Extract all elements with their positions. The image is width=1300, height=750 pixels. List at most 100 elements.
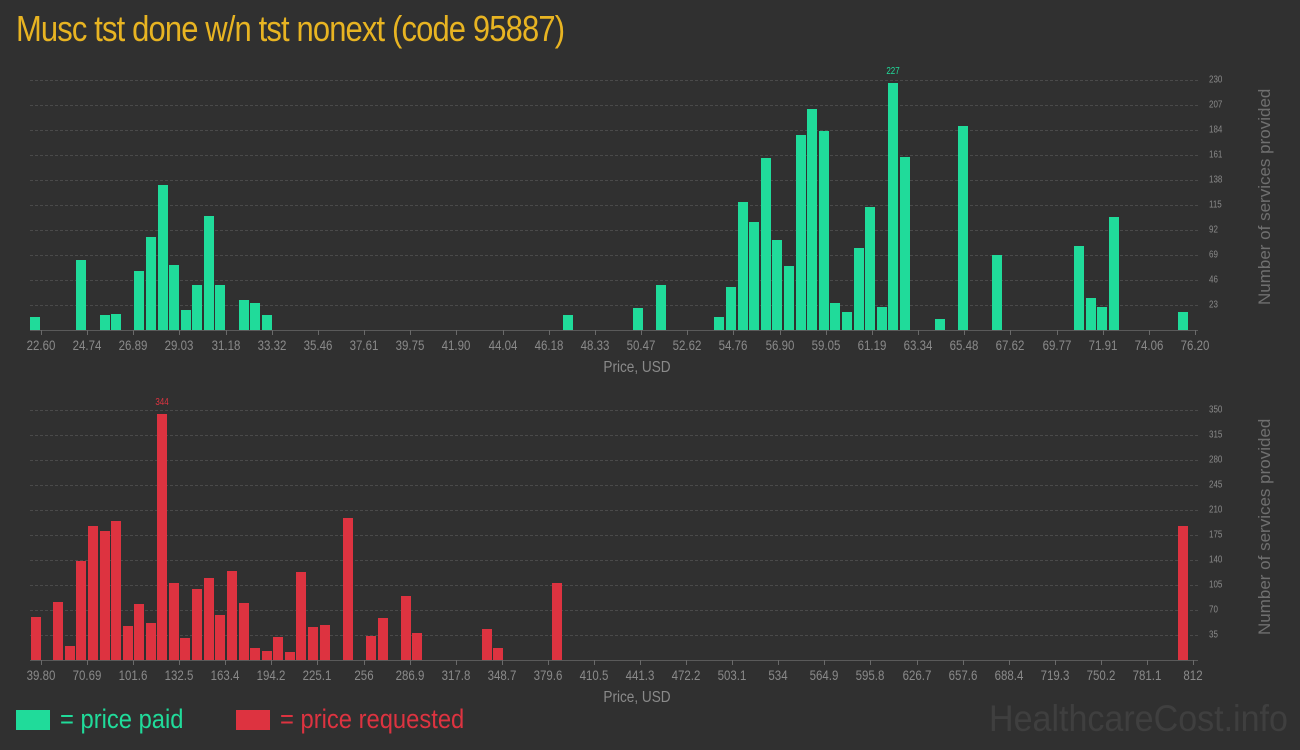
- x-tick-mark: [1148, 330, 1150, 335]
- x-tick-label: 781.1: [1132, 667, 1162, 683]
- gridline: [30, 205, 1198, 206]
- gridline: [30, 510, 1198, 511]
- legend-requested-label: = price requested: [280, 704, 465, 734]
- gridline: [30, 255, 1198, 256]
- bar: [192, 589, 202, 660]
- bar: [262, 650, 272, 660]
- gridline: [30, 610, 1198, 611]
- x-tick-label: 39.80: [26, 667, 56, 683]
- x-tick-mark: [1100, 660, 1102, 665]
- x-tick-mark: [317, 330, 319, 335]
- bar: [633, 308, 643, 330]
- bar: [656, 285, 666, 330]
- bar: [854, 248, 864, 330]
- y-tick-label: 70: [1209, 604, 1218, 616]
- gridline: [30, 130, 1198, 131]
- x-tick-label: 595.8: [856, 667, 885, 683]
- x-axis: [30, 330, 1198, 331]
- x-tick-label: 65.48: [949, 337, 979, 353]
- bar: [65, 645, 75, 660]
- y-tick-label: 138: [1209, 174, 1223, 186]
- x-tick-mark: [1102, 330, 1104, 335]
- paid-swatch-icon: [16, 709, 50, 730]
- y-tick-label: 184: [1209, 124, 1223, 136]
- x-tick-mark: [41, 660, 42, 665]
- x-tick-label: 379.6: [533, 667, 563, 683]
- price-requested-chart: 35 70 105 140 175 210 245 280 315 350 39.80 70.69 10…: [26, 397, 1274, 706]
- bar: [215, 615, 225, 660]
- bar: [378, 617, 388, 660]
- y-tick-label: 35: [1209, 629, 1218, 641]
- x-tick-mark: [179, 330, 181, 335]
- y-tick-label: 280: [1209, 454, 1223, 466]
- x-tick-label: 534: [768, 667, 788, 683]
- x-tick-mark: [41, 330, 42, 335]
- x-tick-mark: [456, 330, 458, 335]
- x-tick-label: 69.77: [1042, 337, 1071, 353]
- bar: [819, 131, 829, 330]
- bar: [285, 652, 295, 660]
- x-tick-mark: [687, 330, 689, 335]
- bar: [935, 319, 945, 330]
- bar: [1178, 525, 1188, 660]
- x-tick-label: 48.33: [580, 337, 610, 353]
- x-tick-label: 74.06: [1134, 337, 1164, 353]
- x-tick-label: 317.8: [441, 667, 471, 683]
- x-tick-label: 67.62: [995, 337, 1025, 353]
- bar: [215, 285, 225, 330]
- x-tick-mark: [1193, 660, 1194, 665]
- x-tick-mark: [364, 330, 366, 335]
- legend-paid-label: = price paid: [60, 704, 184, 734]
- x-tick-mark: [641, 330, 643, 335]
- x-tick-mark: [133, 660, 135, 665]
- x-tick-label: 63.34: [903, 337, 933, 353]
- bar: [250, 647, 260, 660]
- gridline: [30, 635, 1198, 636]
- x-tick-label: 70.69: [72, 667, 102, 683]
- bar: [88, 525, 98, 660]
- x-tick-mark: [87, 330, 89, 335]
- x-tick-label: 46.18: [534, 337, 564, 353]
- x-axis: [30, 660, 1198, 661]
- x-tick-label: 71.91: [1088, 337, 1118, 353]
- x-tick-label: 52.62: [672, 337, 702, 353]
- x-tick-mark: [317, 660, 319, 665]
- bar: [900, 157, 910, 330]
- bar: [180, 637, 190, 660]
- gridline: [30, 460, 1198, 461]
- x-tick-mark: [87, 660, 89, 665]
- gridline: [30, 180, 1198, 181]
- x-tick-mark: [916, 660, 918, 665]
- x-tick-mark: [1146, 660, 1148, 665]
- x-tick-label: 503.1: [717, 667, 747, 683]
- x-tick-mark: [1056, 330, 1058, 335]
- bar: [888, 83, 898, 330]
- x-tick-label: 194.2: [257, 667, 286, 683]
- x-tick-label: 50.47: [626, 337, 656, 353]
- x-tick-label: 56.90: [765, 337, 794, 353]
- y-tick-label: 69: [1209, 249, 1218, 261]
- x-tick-label: 657.6: [948, 667, 977, 683]
- gridline: [30, 80, 1198, 81]
- x-tick-label: 750.2: [1086, 667, 1116, 683]
- bar: [76, 560, 86, 660]
- x-tick-mark: [409, 660, 411, 665]
- x-tick-label: 24.74: [72, 337, 102, 353]
- page-title: Musc tst done w/n tst nonext (code 95887…: [16, 8, 565, 49]
- bar: [726, 286, 736, 330]
- bar: [181, 310, 191, 330]
- x-tick-mark: [271, 660, 273, 665]
- bar: [1074, 246, 1084, 330]
- bar: [877, 307, 887, 330]
- peak-value-label: 344: [155, 397, 169, 409]
- x-tick-mark: [548, 330, 550, 335]
- bar: [320, 625, 330, 660]
- bar: [1109, 216, 1119, 330]
- x-tick-mark: [1195, 330, 1196, 335]
- bar: [111, 313, 121, 330]
- x-tick-mark: [918, 330, 920, 335]
- y-tick-label: 23: [1209, 299, 1218, 311]
- bar: [796, 135, 806, 330]
- y-tick-label: 161: [1209, 149, 1223, 161]
- bar: [401, 595, 411, 660]
